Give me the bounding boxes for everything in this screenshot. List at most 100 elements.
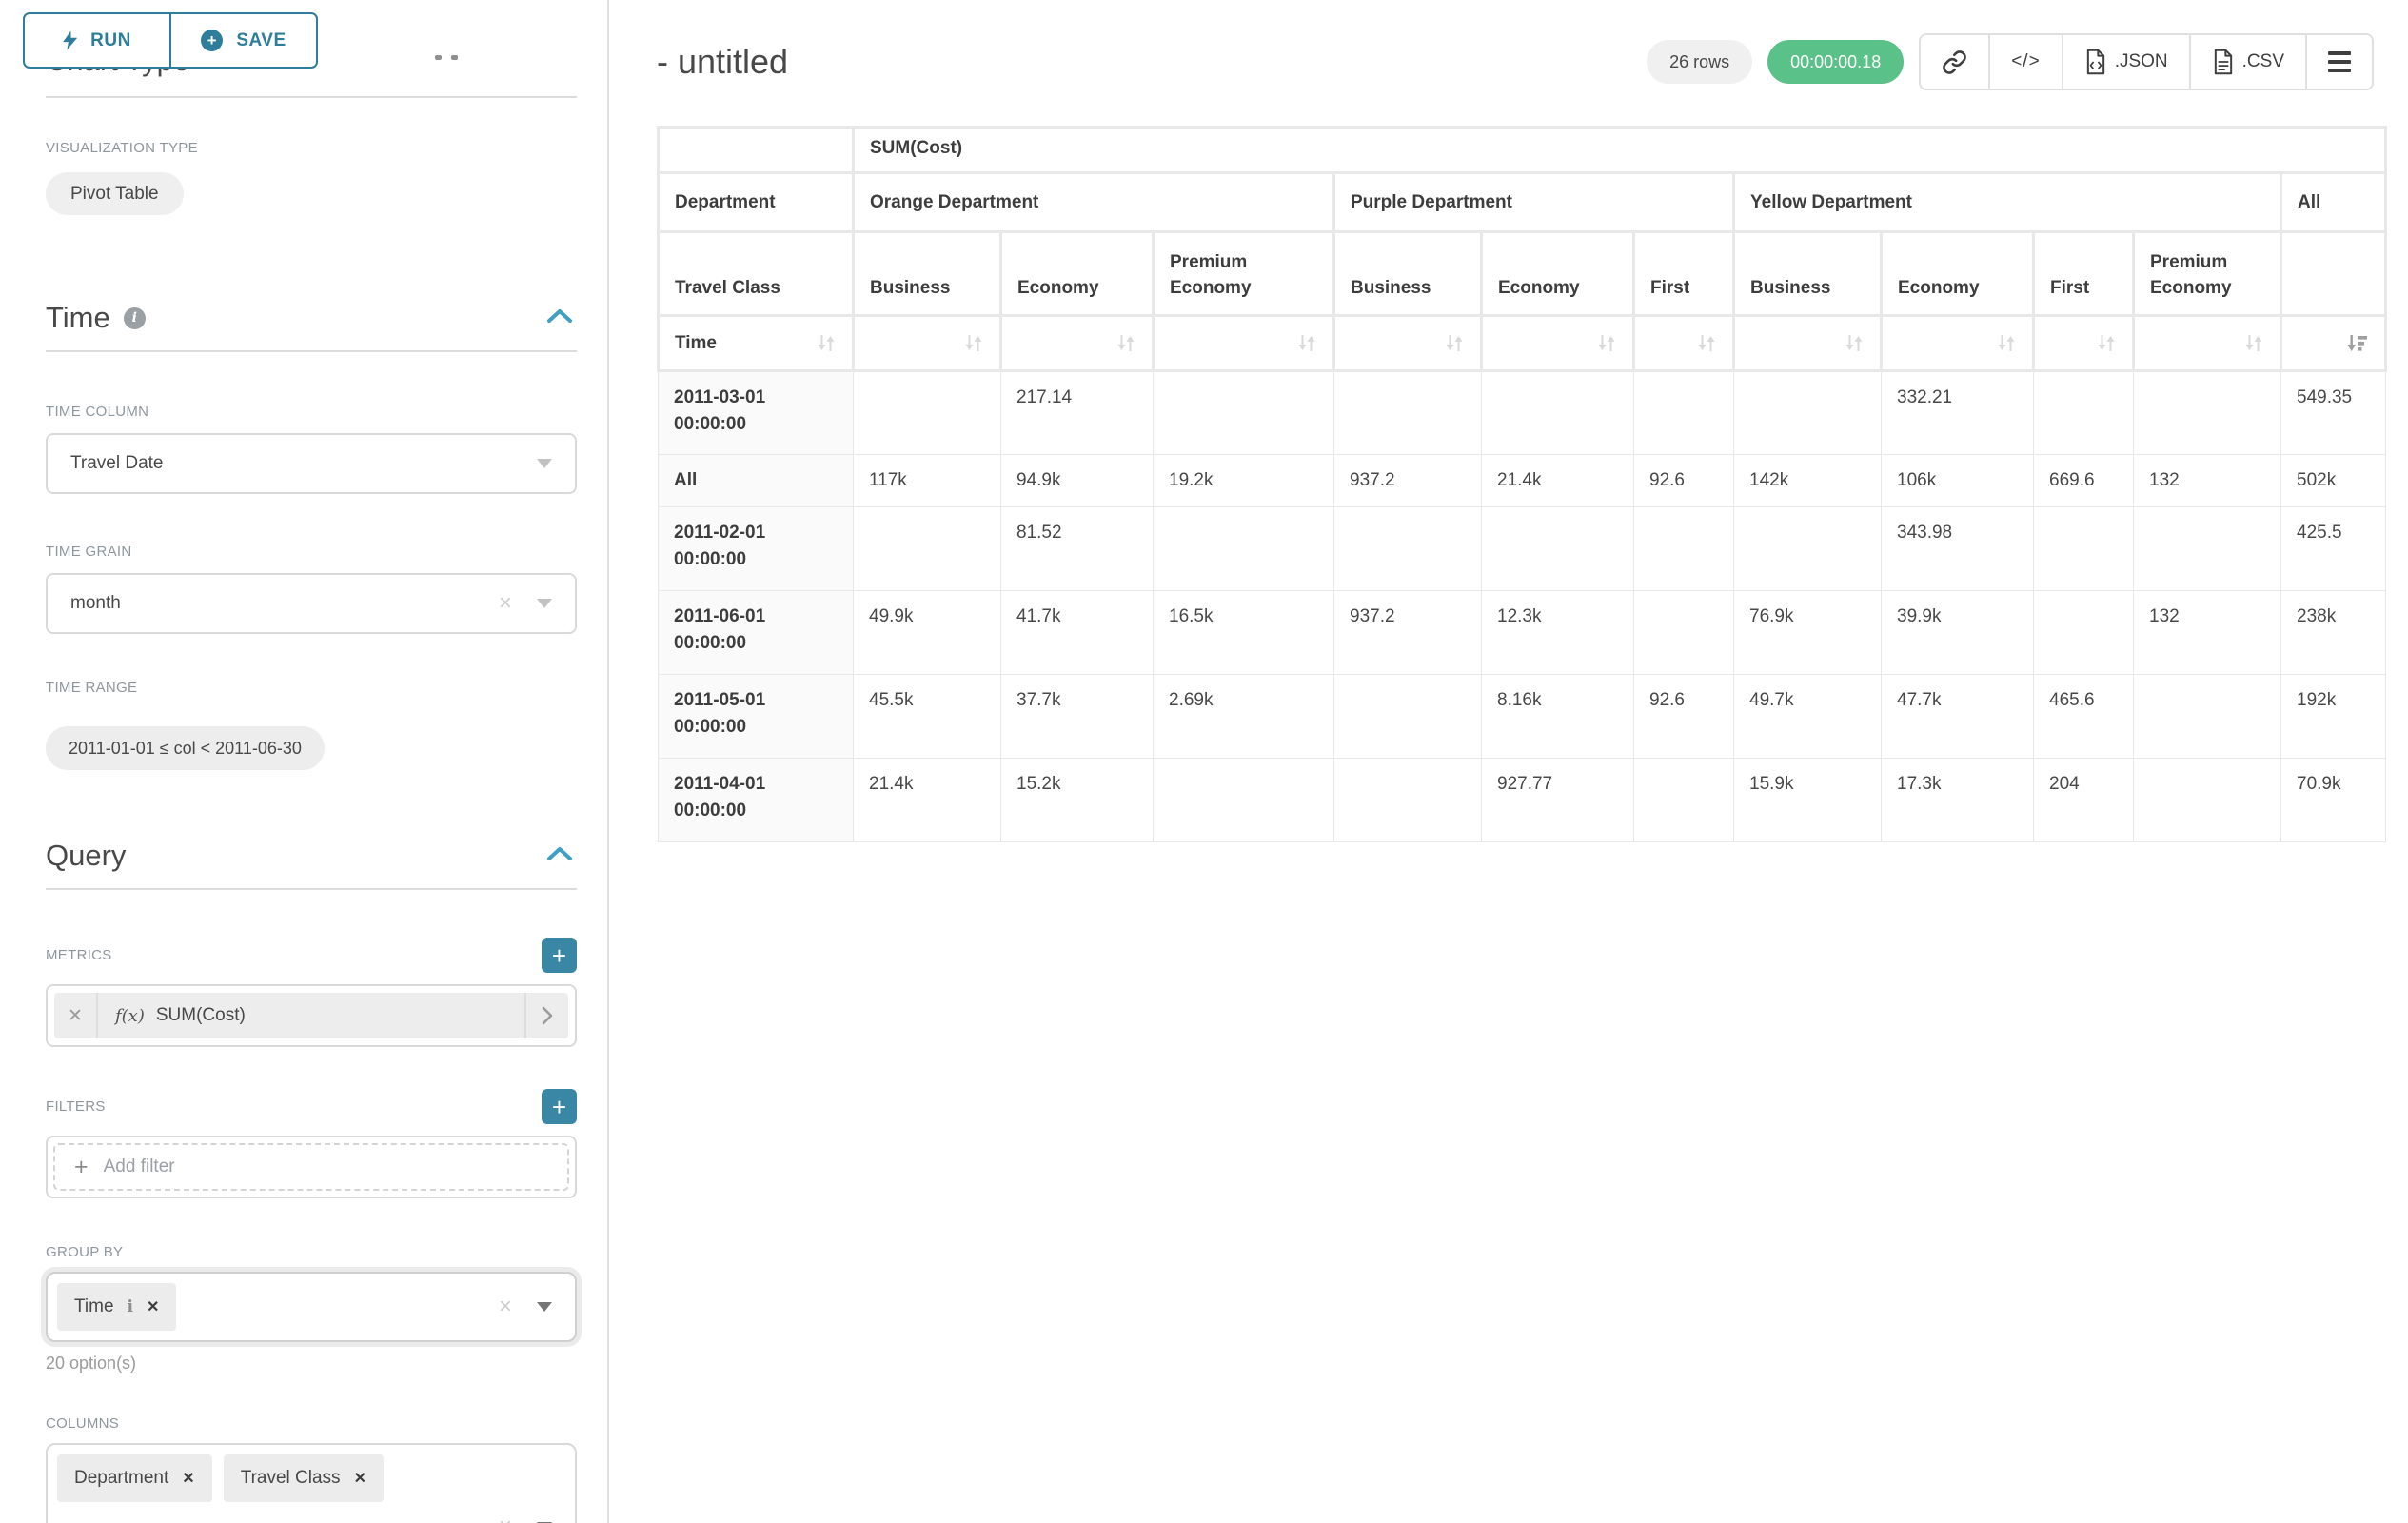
travel-class-corner-label: Travel Class (659, 232, 854, 316)
columns-label: COLUMNS (46, 1415, 577, 1432)
value-cell (1482, 507, 1634, 591)
travel-class-header: Premium Economy (2134, 232, 2281, 316)
add-filter-plus-button[interactable]: + (542, 1089, 577, 1124)
menu-button[interactable] (2307, 35, 2372, 89)
value-cell: 21.4k (854, 759, 1001, 842)
value-cell: 19.2k (1154, 455, 1334, 507)
metric-header-row: SUM(Cost) (659, 128, 2386, 173)
sort-icon (1297, 332, 1317, 354)
remove-tag-icon[interactable]: ✕ (182, 1469, 194, 1488)
value-cell: 465.6 (2034, 675, 2134, 759)
json-button-label: .JSON (2115, 51, 2168, 72)
value-cell (1734, 371, 1882, 455)
query-section-header: Query (46, 839, 577, 873)
remove-metric-icon[interactable]: ✕ (54, 993, 98, 1038)
value-cell: 15.9k (1734, 759, 1882, 842)
value-cell: 45.5k (854, 675, 1001, 759)
clear-icon[interactable]: × (499, 592, 512, 615)
copy-link-button[interactable] (1921, 35, 1990, 89)
pivot-table: SUM(Cost)DepartmentOrange DepartmentPurp… (657, 126, 2387, 842)
hamburger-icon (2328, 51, 2351, 72)
department-group-header: Orange Department (854, 173, 1334, 232)
column-sort-header[interactable] (1634, 316, 1734, 371)
value-cell: 17.3k (1882, 759, 2034, 842)
value-cell (1634, 507, 1734, 591)
remove-tag-icon[interactable]: ✕ (354, 1469, 366, 1488)
time-column-label: TIME COLUMN (46, 404, 577, 420)
metric-name: SUM(Cost) (156, 1005, 524, 1026)
view-query-button[interactable]: </> (1990, 35, 2063, 89)
value-cell: 92.6 (1634, 455, 1734, 507)
section-caret-partial (435, 55, 458, 60)
section-divider (46, 888, 577, 890)
column-sort-header[interactable] (1001, 316, 1154, 371)
time-column-select[interactable]: Travel Date (46, 433, 577, 494)
chevron-down-icon (537, 1302, 552, 1312)
sort-icon (2097, 332, 2117, 354)
value-cell: 41.7k (1001, 591, 1154, 675)
json-file-icon (2084, 49, 2107, 75)
column-sort-header[interactable] (2281, 316, 2386, 371)
table-row: 2011-03-01 00:00:00217.14332.21549.35 (659, 371, 2386, 455)
sort-icon (1697, 332, 1717, 354)
time-grain-select[interactable]: month × (46, 573, 577, 634)
column-sort-header[interactable] (1334, 316, 1482, 371)
value-cell: 8.16k (1482, 675, 1634, 759)
sort-header-row: Time (659, 316, 2386, 371)
chart-title[interactable]: - untitled (657, 42, 788, 82)
export-csv-button[interactable]: .CSV (2191, 35, 2307, 89)
row-header: 2011-02-01 00:00:00 (659, 507, 854, 591)
remove-tag-icon[interactable]: ✕ (147, 1297, 159, 1316)
code-icon: </> (2011, 51, 2040, 72)
value-cell (854, 507, 1001, 591)
column-sort-header[interactable] (2134, 316, 2281, 371)
travel-class-header: Business (1734, 232, 1882, 316)
chevron-up-icon[interactable] (546, 845, 573, 867)
time-section-header: Time i (46, 301, 577, 335)
travel-class-header: Economy (1482, 232, 1634, 316)
row-header: 2011-04-01 00:00:00 (659, 759, 854, 842)
section-divider (46, 350, 577, 352)
value-cell (2134, 759, 2281, 842)
clear-icon[interactable]: × (499, 1296, 512, 1318)
row-count-badge: 26 rows (1647, 40, 1752, 84)
value-cell: 37.7k (1001, 675, 1154, 759)
value-cell: 238k (2281, 591, 2386, 675)
value-cell (854, 371, 1001, 455)
add-metric-button[interactable]: + (542, 938, 577, 973)
csv-file-icon (2212, 49, 2235, 75)
time-sort-header[interactable]: Time (659, 316, 854, 371)
add-filter-button[interactable]: + Add filter (53, 1143, 569, 1191)
value-cell (1734, 507, 1882, 591)
export-json-button[interactable]: .JSON (2063, 35, 2191, 89)
clear-icon[interactable]: × (499, 1515, 512, 1523)
value-cell (1634, 759, 1734, 842)
visualization-type-pill[interactable]: Pivot Table (46, 172, 184, 215)
column-sort-header[interactable] (2034, 316, 2134, 371)
column-sort-header[interactable] (854, 316, 1001, 371)
columns-select[interactable]: Department ✕ Travel Class ✕ × (46, 1443, 577, 1523)
time-range-chip[interactable]: 2011-01-01 ≤ col < 2011-06-30 (46, 726, 325, 770)
group-by-select[interactable]: Time i ✕ × (46, 1272, 577, 1342)
chevron-up-icon[interactable] (546, 307, 573, 329)
chevron-down-icon (537, 599, 552, 608)
filters-control: + Add filter (46, 1136, 577, 1198)
value-cell: 2.69k (1154, 675, 1334, 759)
sort-icon (817, 332, 837, 354)
time-column-value: Travel Date (70, 453, 537, 474)
column-sort-header[interactable] (1482, 316, 1634, 371)
value-cell (2134, 371, 2281, 455)
column-sort-header[interactable] (1734, 316, 1882, 371)
value-cell: 117k (854, 455, 1001, 507)
value-cell (1334, 759, 1482, 842)
save-button[interactable]: + SAVE (169, 12, 318, 69)
metric-pill[interactable]: ✕ f(x) SUM(Cost) (54, 993, 568, 1038)
chevron-right-icon[interactable] (524, 993, 568, 1038)
save-button-label: SAVE (236, 30, 286, 51)
column-sort-header[interactable] (1882, 316, 2034, 371)
value-cell: 217.14 (1001, 371, 1154, 455)
chart-main-area: - untitled 26 rows 00:00:00.18 </> (609, 0, 2408, 1523)
value-cell: 927.77 (1482, 759, 1634, 842)
run-button[interactable]: RUN (23, 12, 171, 69)
column-sort-header[interactable] (1154, 316, 1334, 371)
